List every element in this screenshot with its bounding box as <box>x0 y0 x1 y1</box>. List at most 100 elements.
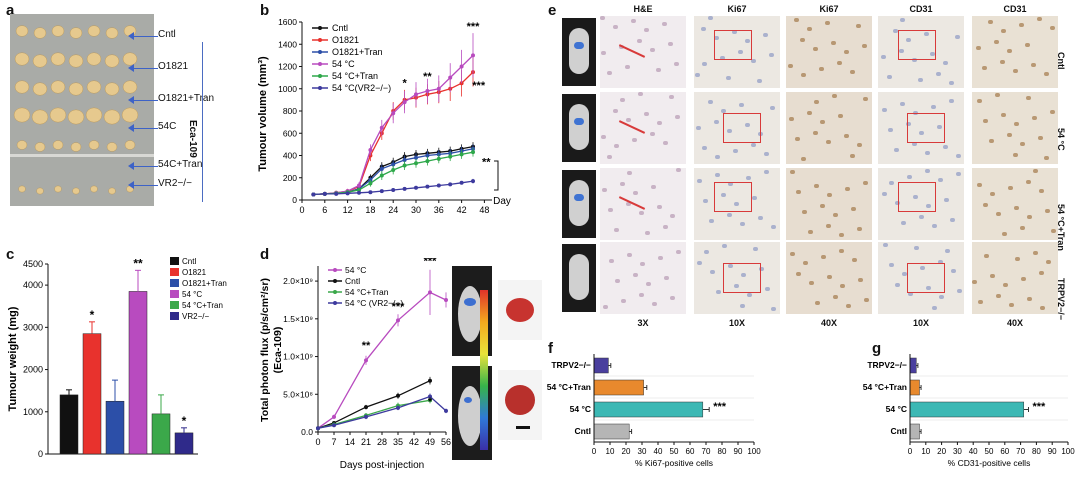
cell-nucleus <box>932 224 937 228</box>
cell-nucleus <box>714 36 719 40</box>
histology-tile <box>786 16 872 88</box>
legend-label: 54 °C(VR2−/−) <box>332 83 391 93</box>
cell-nucleus <box>832 94 837 98</box>
legend-label: 54 °C+Tran <box>345 287 389 297</box>
cell-nucleus <box>721 193 726 197</box>
tumour-sample <box>14 52 30 66</box>
cell-nucleus <box>727 129 732 133</box>
cell-nucleus <box>771 307 776 311</box>
legend-label: O1821+Tran <box>332 47 382 57</box>
histology-tile <box>694 16 780 88</box>
panel-label-f: f <box>548 340 553 357</box>
legend-label: 54 °C <box>345 265 366 275</box>
cell-nucleus <box>740 304 745 308</box>
x-axis-label: Day <box>493 196 511 207</box>
legend-label: Cntl <box>182 257 196 266</box>
cell-nucleus <box>626 202 631 206</box>
x-tick-label: 0 <box>592 447 597 456</box>
cell-nucleus <box>796 272 801 276</box>
panel-label-g: g <box>872 340 882 357</box>
cell-nucleus <box>912 142 917 146</box>
y-axis-label: Total photon flux (p/s/cm²/sr) <box>259 278 271 422</box>
cell-nucleus <box>646 282 651 286</box>
lung-tissue <box>505 385 535 415</box>
cell-nucleus <box>709 219 714 223</box>
mouse-thumbnail <box>562 244 596 312</box>
cell-nucleus <box>658 256 663 260</box>
histology-tile <box>972 242 1058 314</box>
legend-marker <box>318 38 322 42</box>
cell-nucleus <box>813 131 818 135</box>
cell-nucleus <box>758 216 763 220</box>
cell-nucleus <box>1013 153 1018 157</box>
data-point <box>332 423 336 428</box>
cell-nucleus <box>676 168 681 172</box>
mouse-body <box>458 286 482 342</box>
cell-nucleus <box>914 246 919 250</box>
x-tick-label: 12 <box>343 205 353 214</box>
bli-colour-scale <box>480 290 488 450</box>
x-tick-label: 56 <box>441 437 451 447</box>
y-tick-label: 0 <box>38 449 43 459</box>
cell-nucleus <box>1033 251 1038 255</box>
bar <box>128 291 148 455</box>
category-label: TRPV2−/− <box>867 360 907 370</box>
cell-nucleus <box>827 275 832 279</box>
bli-signal <box>464 298 476 306</box>
data-point <box>444 297 448 302</box>
x-tick-label: 0 <box>299 205 304 214</box>
cell-nucleus <box>951 269 956 273</box>
cell-nucleus <box>621 299 626 303</box>
cell-nucleus <box>995 93 1000 97</box>
roi-box <box>907 263 945 293</box>
category-label: 54 °C+Tran <box>863 382 907 392</box>
cell-nucleus <box>833 295 838 299</box>
cell-nucleus <box>957 289 962 293</box>
cell-nucleus <box>764 170 769 174</box>
significance-marker: * <box>402 78 407 90</box>
mouse-thumbnail <box>562 18 596 86</box>
histology-tile <box>878 16 964 88</box>
cell-nucleus <box>695 73 700 77</box>
y-tick-label: 1200 <box>278 62 297 72</box>
tumour-sample <box>103 109 121 125</box>
cell-nucleus <box>1039 271 1044 275</box>
cell-nucleus <box>937 125 942 129</box>
tumour-row-label: Cntl <box>158 29 176 40</box>
cell-nucleus <box>620 98 625 102</box>
cell-nucleus <box>845 187 850 191</box>
legend-label: 54 °C (VR2−/−) <box>345 298 403 308</box>
cell-nucleus <box>863 181 868 185</box>
panel-label-a: a <box>6 2 15 19</box>
cell-nucleus <box>1033 169 1038 173</box>
roi-box <box>714 182 752 212</box>
tumour-sample <box>86 80 102 94</box>
scale-bar <box>516 426 530 429</box>
bli-mouse-image-top <box>452 266 492 356</box>
tumour-row-label: 54C <box>158 121 177 132</box>
cell-nucleus <box>814 100 819 104</box>
cell-nucleus <box>1046 260 1051 264</box>
magnification-label: 40X <box>820 318 837 328</box>
cell-nucleus <box>740 222 745 226</box>
y-tick-label: 1600 <box>278 17 297 27</box>
cell-nucleus <box>945 249 950 253</box>
chart-photon-flux: 0 7 14 21 28 35 42 49 56 0.0 5.0×10⁸ 1.0×10⁹ 1.5×10⁹… <box>259 258 451 471</box>
cell-nucleus <box>826 140 831 144</box>
tumour-row-arrow <box>132 166 158 167</box>
organ-photo-top <box>498 280 542 340</box>
cell-nucleus <box>908 292 913 296</box>
pointer-arrow <box>618 44 646 58</box>
bli-signal <box>574 42 584 49</box>
significance-marker: ** <box>133 256 143 270</box>
cell-nucleus <box>982 66 987 70</box>
cell-nucleus <box>790 170 795 174</box>
data-point <box>316 426 320 431</box>
cell-nucleus <box>1020 142 1025 146</box>
y-tick-label: 600 <box>283 128 297 138</box>
lung-tissue <box>506 298 534 322</box>
legend-label: 54 °C <box>182 290 202 299</box>
tumour-sample <box>104 54 120 68</box>
cell-nucleus <box>1037 17 1042 21</box>
significance-marker: * <box>182 414 187 428</box>
